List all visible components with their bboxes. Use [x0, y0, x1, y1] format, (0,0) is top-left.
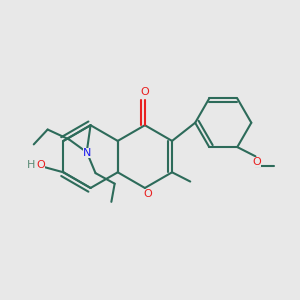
Text: N: N	[83, 148, 92, 158]
Text: O: O	[140, 87, 149, 97]
Text: O: O	[36, 160, 45, 170]
Text: O: O	[144, 189, 153, 199]
Text: H: H	[27, 160, 35, 170]
Text: O: O	[253, 157, 262, 167]
